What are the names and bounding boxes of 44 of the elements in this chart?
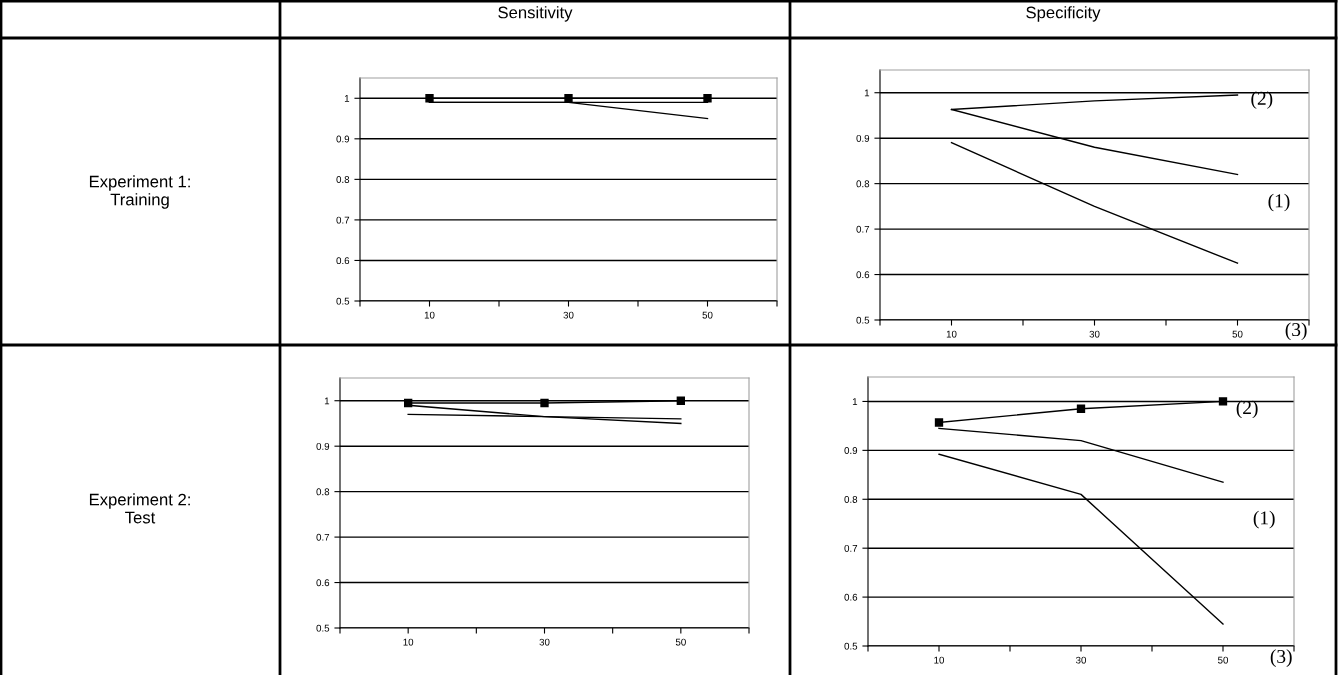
- y-tick-label: 0.7: [844, 544, 858, 552]
- y-tick-label: 1: [864, 89, 870, 97]
- x-tick-label: 30: [539, 638, 550, 646]
- y-tick-label: 0.9: [844, 447, 858, 454]
- x-tick-label: 50: [702, 311, 713, 319]
- x-tick-label: 10: [946, 330, 957, 338]
- x-tick-label: 10: [934, 656, 945, 664]
- x-tick-label: 30: [563, 311, 574, 319]
- y-tick-label: 0.6: [316, 579, 330, 587]
- y-tick-label: 0.6: [856, 271, 870, 279]
- y-tick-label: 0.7: [316, 533, 330, 541]
- y-tick-label: 0.9: [316, 442, 330, 450]
- y-tick-label: 1: [324, 397, 330, 405]
- chart-title: Sensitivity: [498, 6, 573, 22]
- x-tick-label: 50: [1232, 330, 1243, 338]
- y-tick-label: 0.7: [336, 216, 350, 224]
- y-tick-label: 0.5: [844, 642, 858, 650]
- y-tick-label: 0.5: [316, 624, 330, 632]
- x-tick-label: 10: [424, 311, 435, 319]
- y-tick-label: 0.9: [856, 134, 870, 142]
- y-tick-label: 0.6: [844, 593, 858, 601]
- y-tick-label: 0.6: [336, 257, 350, 265]
- y-tick-label: 0.8: [844, 496, 858, 503]
- y-tick-label: 0.5: [856, 316, 870, 324]
- y-axis-title: Experiment 2: Test: [89, 493, 190, 524]
- y-axis-title: Experiment 1: Training: [89, 175, 190, 209]
- y-tick-label: 0.7: [856, 225, 870, 233]
- annotation: (1): [1268, 193, 1290, 212]
- y-tick-label: 0.5: [336, 297, 350, 305]
- chart-title: Specificity: [1026, 6, 1101, 22]
- x-tick-label: 50: [675, 638, 686, 646]
- x-tick-label: 50: [1217, 656, 1229, 664]
- y-tick-label: 1: [852, 398, 858, 405]
- x-tick-label: 30: [1075, 656, 1087, 664]
- y-tick-label: 1: [344, 95, 350, 102]
- x-tick-label: 10: [403, 638, 414, 646]
- y-tick-label: 0.8: [316, 488, 330, 496]
- y-tick-label: 0.8: [856, 180, 870, 188]
- text: (3): [1270, 649, 1292, 667]
- y-tick-label: 0.9: [336, 135, 350, 143]
- annotation: (1): [1253, 510, 1275, 529]
- x-tick-label: 30: [1089, 330, 1100, 338]
- text: (3): [1285, 322, 1307, 341]
- y-tick-label: 0.8: [336, 176, 350, 183]
